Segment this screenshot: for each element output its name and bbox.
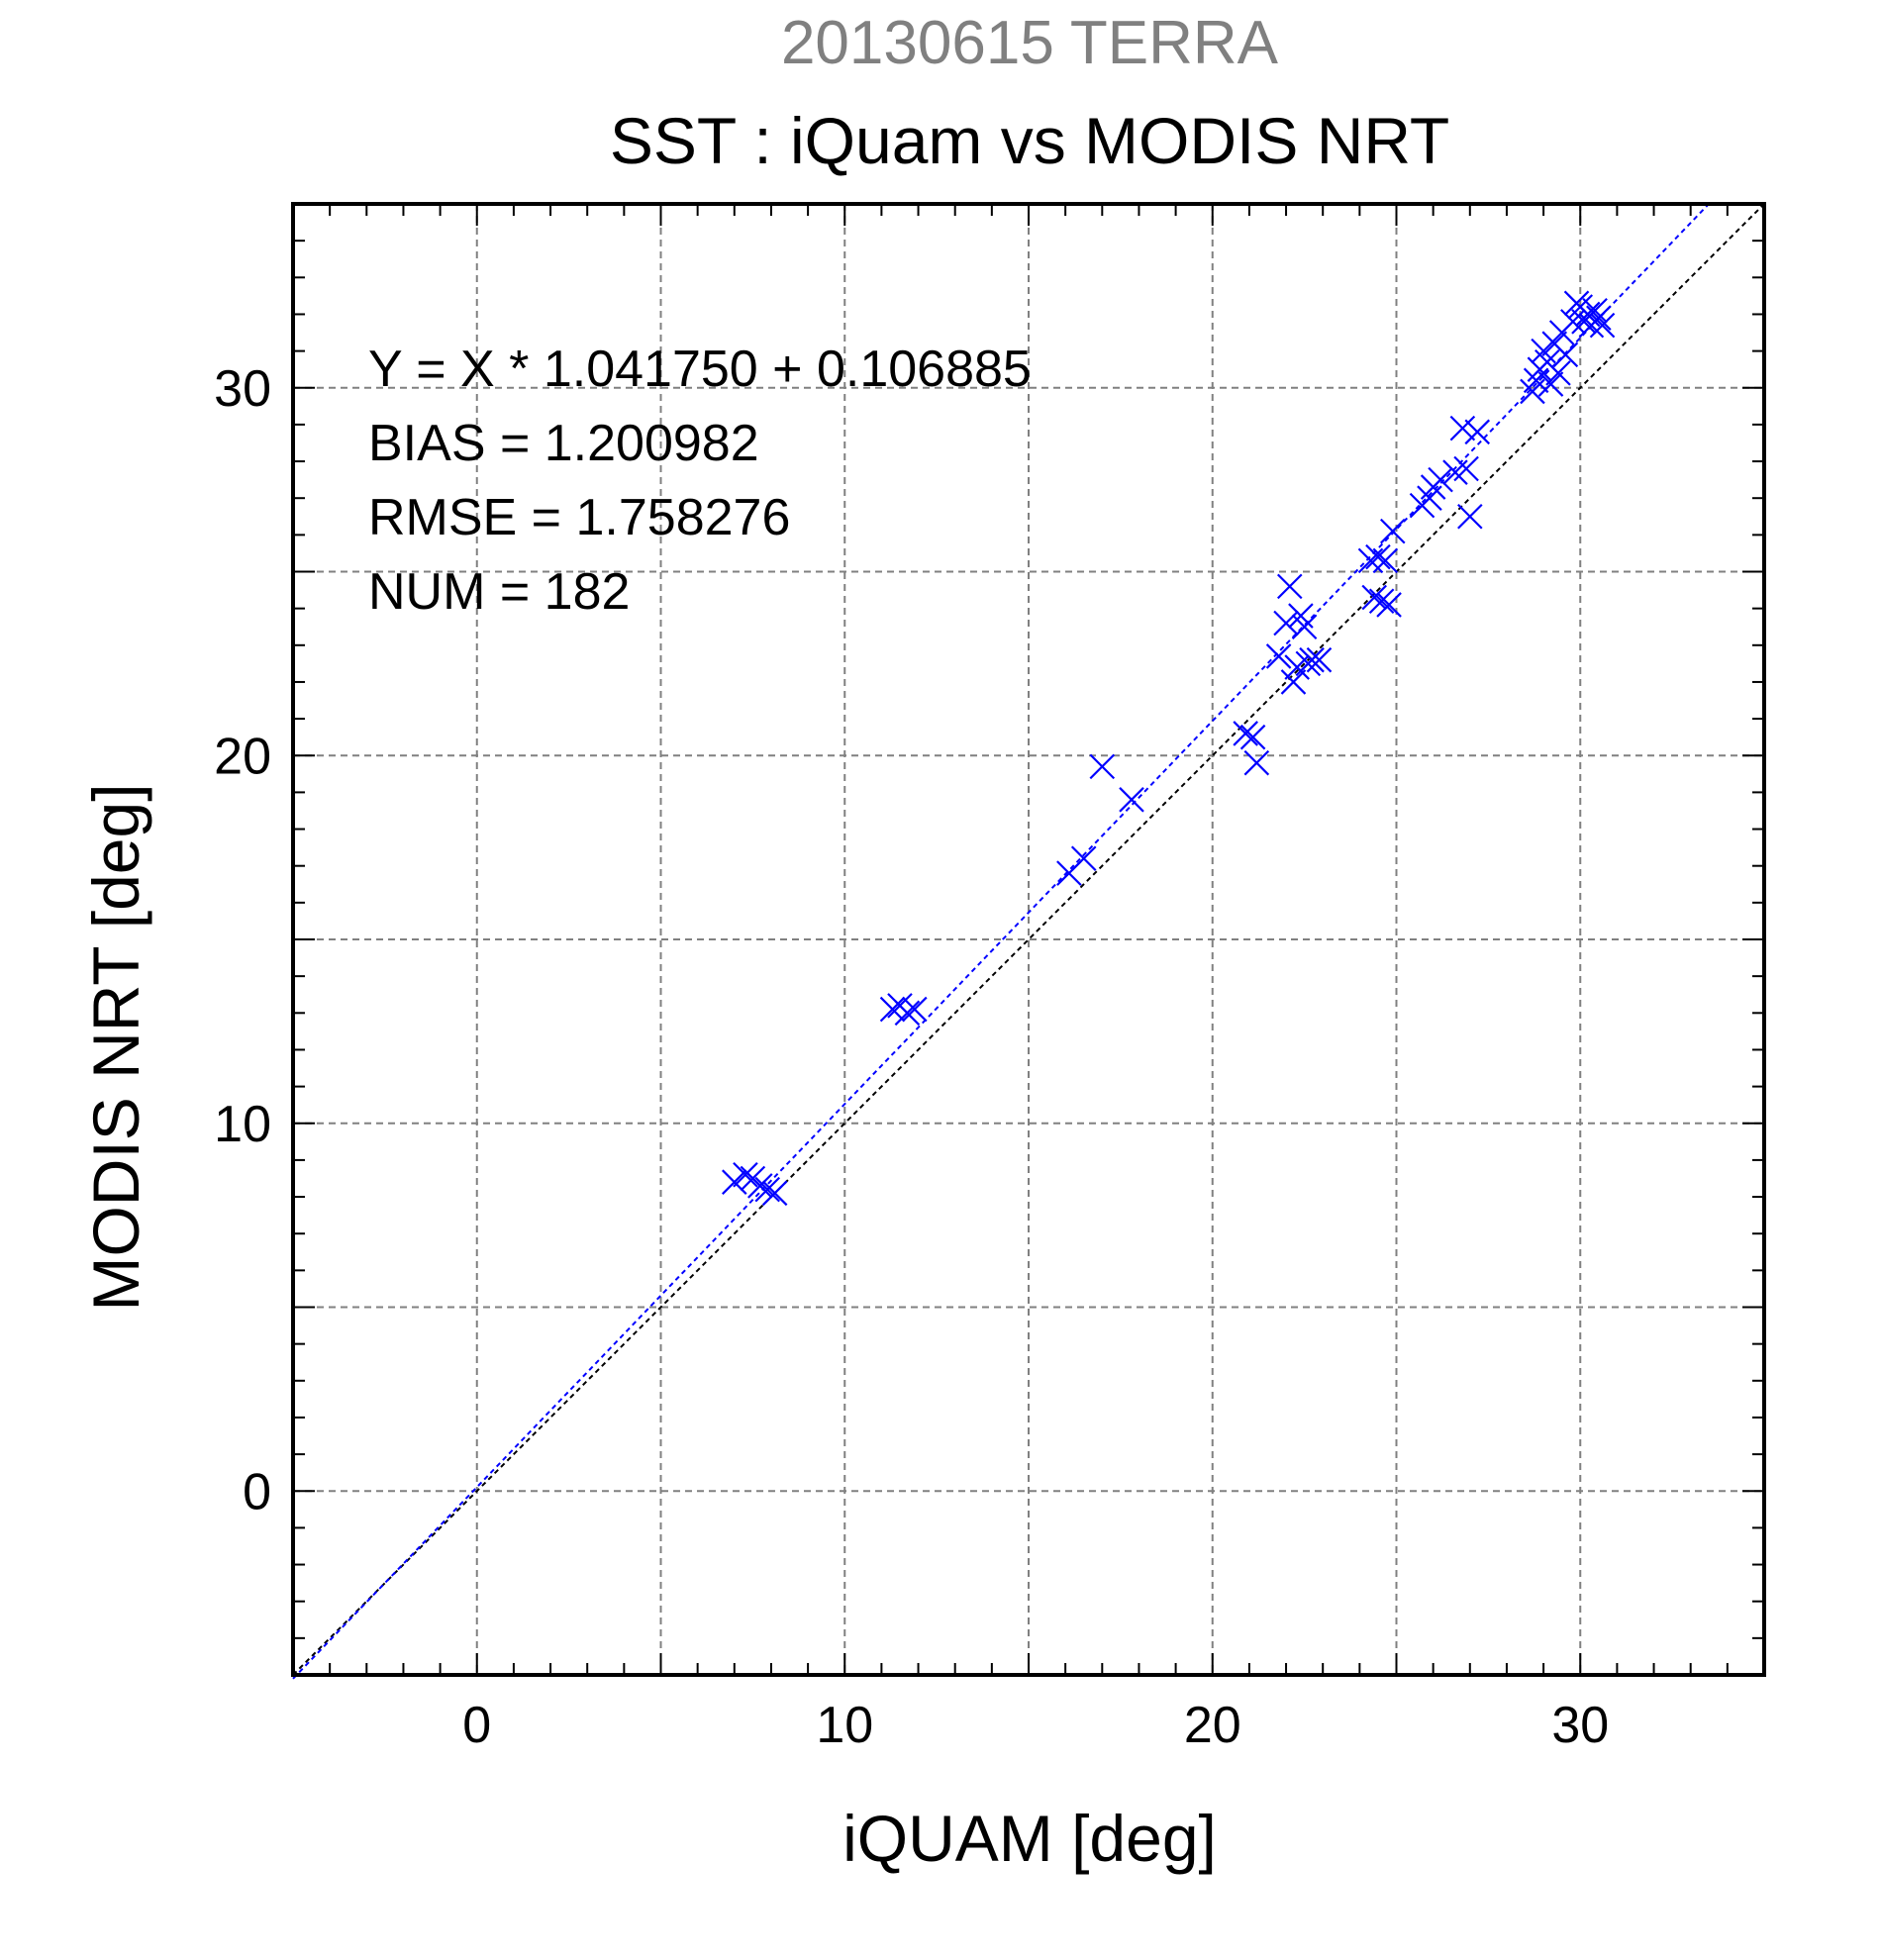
data-point bbox=[1306, 646, 1333, 673]
data-point bbox=[1119, 787, 1144, 813]
data-points bbox=[722, 290, 1616, 1207]
data-point bbox=[1070, 845, 1097, 872]
chart-supertitle: 20130615 TERRA bbox=[781, 9, 1279, 77]
data-point bbox=[1299, 646, 1325, 673]
data-point bbox=[1589, 312, 1616, 339]
data-point bbox=[1368, 588, 1395, 614]
stats-line-slope: Y = X * 1.041750 + 0.106885 bbox=[368, 341, 1032, 398]
data-point bbox=[1276, 573, 1303, 600]
chart-title: SST : iQuam vs MODIS NRT bbox=[610, 104, 1449, 177]
y-tick-label: 20 bbox=[214, 728, 271, 785]
data-point bbox=[722, 1169, 747, 1195]
data-point bbox=[1537, 371, 1564, 397]
fit-line bbox=[292, 203, 1710, 1680]
data-point bbox=[1376, 592, 1402, 618]
grid bbox=[293, 204, 1764, 1675]
y-tick-label: 0 bbox=[243, 1463, 271, 1520]
stats-line-num: NUM = 182 bbox=[368, 563, 630, 621]
data-point bbox=[1545, 360, 1571, 386]
data-point bbox=[1449, 415, 1476, 441]
x-tick-label: 10 bbox=[816, 1697, 873, 1754]
data-point bbox=[1428, 466, 1453, 493]
data-point bbox=[879, 996, 906, 1023]
x-axis-label: iQUAM [deg] bbox=[842, 1802, 1217, 1875]
y-tick-label: 10 bbox=[214, 1096, 271, 1153]
data-point bbox=[1365, 543, 1391, 570]
x-tick-label: 0 bbox=[462, 1697, 491, 1754]
y-tick-label: 30 bbox=[214, 360, 271, 418]
data-point bbox=[1361, 584, 1387, 611]
data-point bbox=[754, 1176, 781, 1203]
data-point bbox=[761, 1180, 788, 1207]
data-point bbox=[747, 1173, 773, 1199]
data-point bbox=[1357, 547, 1384, 574]
stats-line-bias: BIAS = 1.200982 bbox=[368, 415, 759, 472]
plot-frame bbox=[291, 202, 1766, 1677]
stats-line-rmse: RMSE = 1.758276 bbox=[368, 489, 790, 546]
data-point bbox=[1586, 305, 1612, 331]
data-point bbox=[733, 1161, 758, 1188]
data-point bbox=[1552, 342, 1579, 368]
x-tick-label: 20 bbox=[1184, 1697, 1241, 1754]
data-point bbox=[1380, 518, 1406, 544]
data-point bbox=[1265, 643, 1292, 669]
data-point bbox=[1280, 669, 1307, 695]
y-axis-label: MODIS NRT [deg] bbox=[79, 783, 152, 1311]
data-point bbox=[1457, 503, 1483, 530]
data-point bbox=[1582, 297, 1608, 324]
data-point bbox=[1372, 547, 1399, 574]
data-point bbox=[1233, 721, 1258, 746]
data-point bbox=[1464, 419, 1491, 445]
data-point bbox=[1291, 614, 1318, 640]
tick-labels: 0 10 20 30 0 10 20 30 bbox=[214, 360, 1609, 1754]
data-point bbox=[1089, 753, 1116, 780]
data-point bbox=[1239, 724, 1266, 750]
data-point bbox=[902, 996, 928, 1023]
x-tick-label: 30 bbox=[1551, 1697, 1609, 1754]
data-point bbox=[1453, 455, 1479, 482]
data-point bbox=[894, 1000, 921, 1027]
data-point bbox=[1243, 749, 1270, 776]
